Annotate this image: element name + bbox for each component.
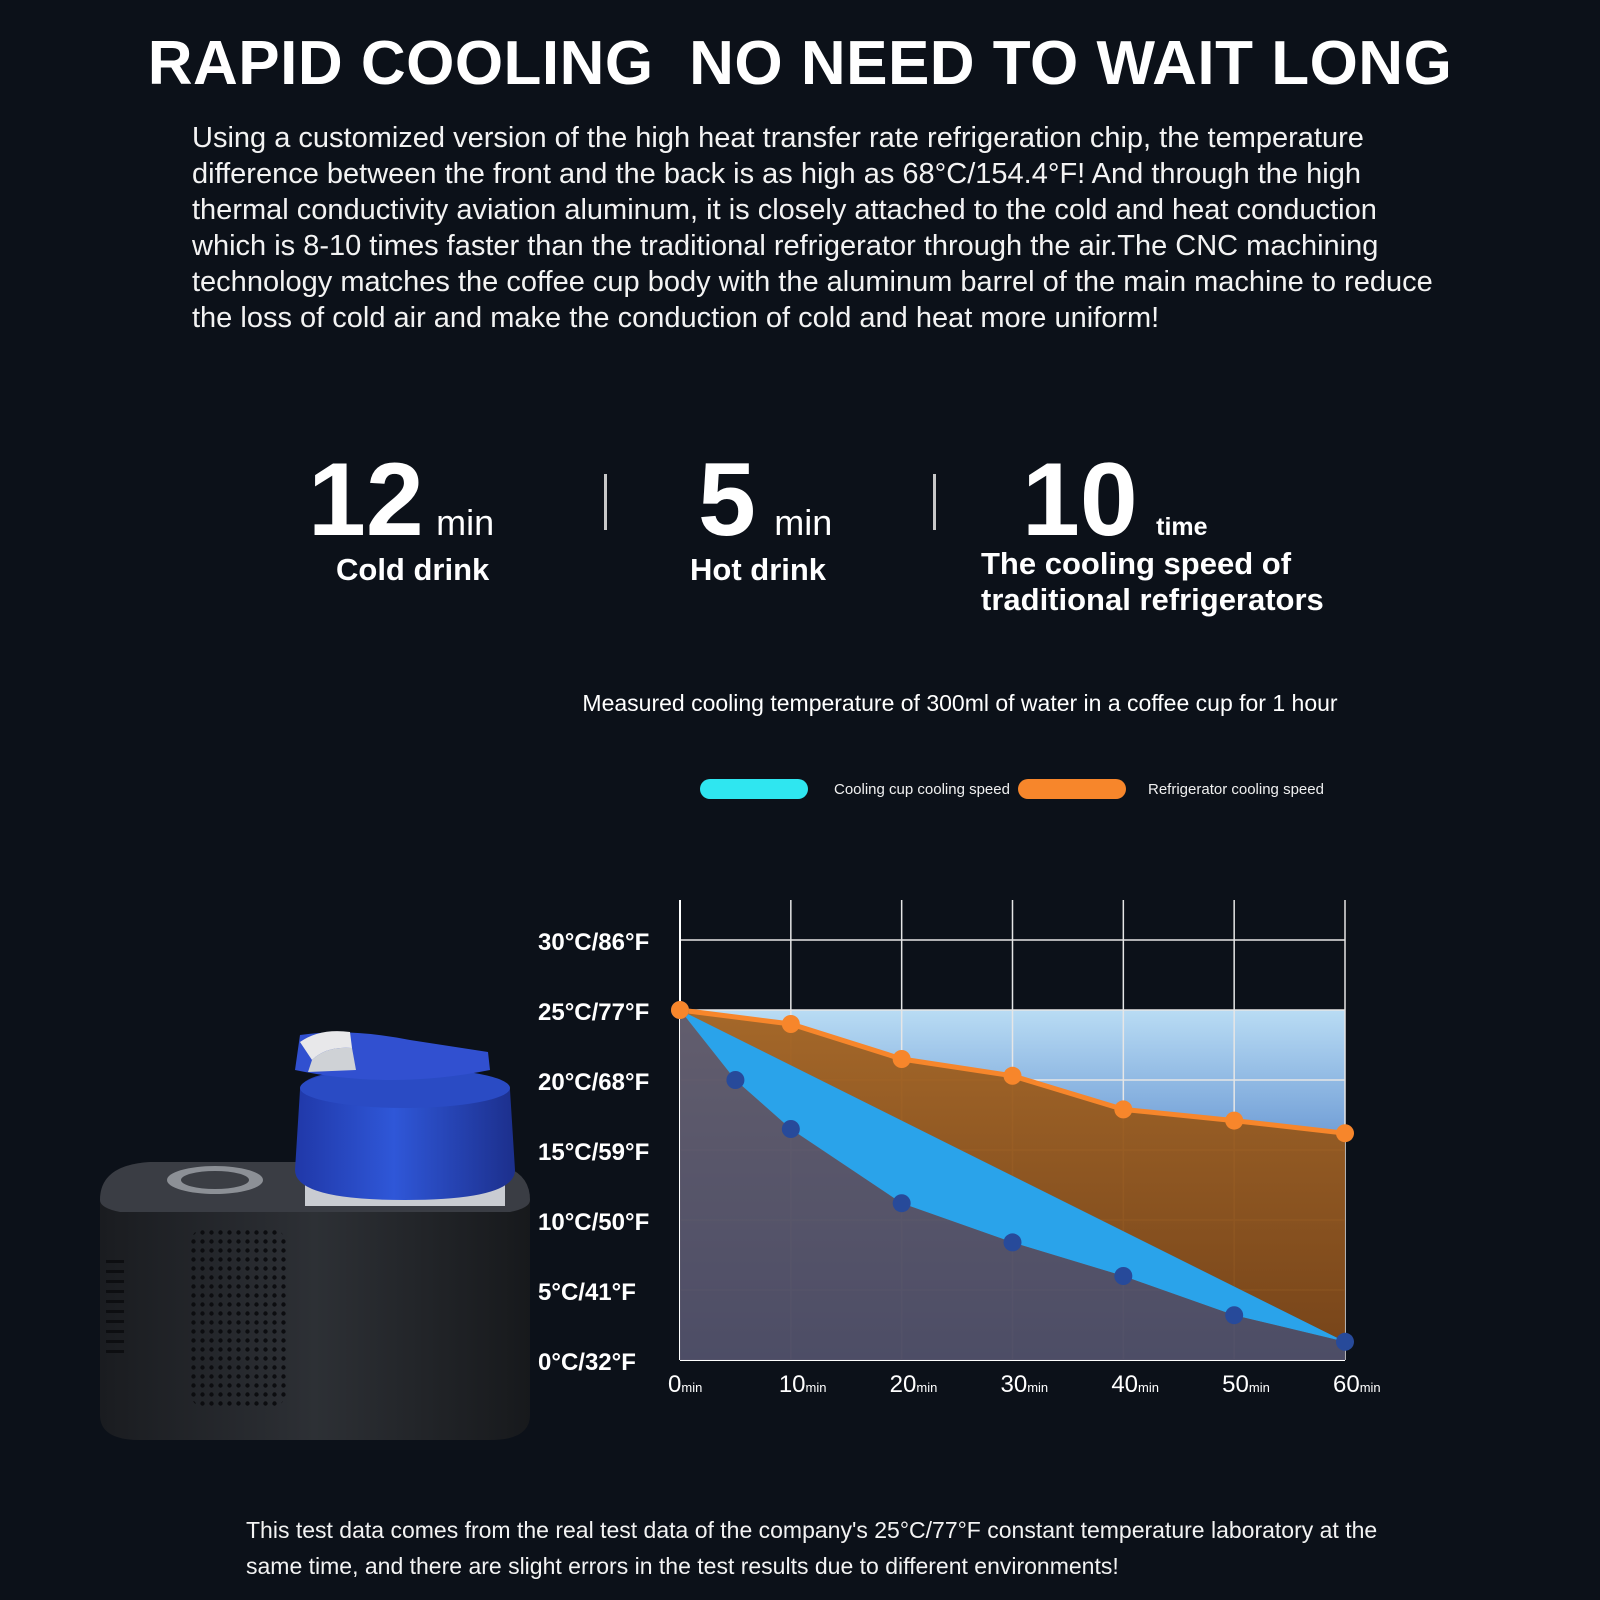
- y-tick-label: 5°C/41°F: [538, 1279, 636, 1306]
- y-tick-label: 0°C/32°F: [538, 1349, 636, 1376]
- footnote: This test data comes from the real test …: [246, 1517, 1378, 1579]
- stat-cold-drink: 12 min: [308, 448, 494, 552]
- stat-unit: min: [774, 502, 833, 543]
- stat-label: The cooling speed of: [981, 546, 1292, 581]
- stat-number: 12: [308, 442, 424, 558]
- legend-label: Refrigerator cooling speed: [1148, 781, 1324, 798]
- x-tick-label: 40min: [1111, 1371, 1159, 1398]
- data-point-cooling-cup: [1336, 1332, 1354, 1351]
- intro-paragraph: Using a customized version of the high h…: [192, 122, 1433, 334]
- y-tick-label: 15°C/59°F: [538, 1139, 649, 1166]
- y-tick-label: 30°C/86°F: [538, 929, 649, 956]
- stat-label: Hot drink: [690, 552, 827, 587]
- headline: RAPID COOLING NO NEED TO WAIT LONG: [147, 29, 1453, 98]
- product-image: [100, 1031, 530, 1440]
- x-tick-label: 10min: [779, 1371, 827, 1398]
- y-tick-label: 25°C/77°F: [538, 999, 649, 1026]
- data-point-cooling-cup: [726, 1071, 745, 1089]
- stat-label: Cold drink: [336, 552, 490, 587]
- legend-swatch-refrigerator: [1018, 779, 1126, 799]
- stat-hot-drink: 5 min: [698, 448, 832, 552]
- y-tick-label: 10°C/50°F: [538, 1209, 649, 1236]
- data-point-refrigerator: [1003, 1066, 1022, 1085]
- x-tick-label: 60min: [1333, 1371, 1381, 1398]
- data-point-refrigerator: [892, 1050, 911, 1068]
- data-point-cooling-cup: [1003, 1233, 1022, 1252]
- x-tick-label: 20min: [890, 1371, 938, 1398]
- data-point-refrigerator: [1225, 1111, 1244, 1130]
- stat-unit: time: [1156, 513, 1208, 541]
- stat-number: 5: [698, 442, 756, 558]
- stat-divider: [933, 474, 936, 530]
- chart-plot: 0°C/32°F 5°C/41°F 10°C/50°F 15°C/59°F 20°C/6…: [538, 900, 1381, 1398]
- data-point-cooling-cup: [1225, 1306, 1244, 1325]
- area-below-cooling-cup: [680, 1010, 1345, 1360]
- data-point-cooling-cup: [1114, 1267, 1133, 1285]
- legend-swatch-cooling-cup: [700, 779, 808, 799]
- x-tick-label: 0min: [668, 1371, 702, 1398]
- data-point-refrigerator: [781, 1015, 800, 1033]
- data-point-cooling-cup: [781, 1120, 800, 1138]
- stat-label: traditional refrigerators: [981, 582, 1324, 617]
- stat-divider: [604, 474, 607, 530]
- x-tick-label: 30min: [1001, 1371, 1049, 1398]
- stat-unit: min: [436, 502, 495, 543]
- x-tick-label: 50min: [1222, 1371, 1270, 1398]
- y-tick-label: 20°C/68°F: [538, 1069, 649, 1096]
- stat-cooling-speed: 10 time: [1022, 448, 1208, 552]
- data-point-cooling-cup: [892, 1194, 911, 1213]
- stat-number: 10: [1022, 442, 1138, 558]
- data-point-refrigerator: [1336, 1124, 1354, 1143]
- data-point-refrigerator: [1114, 1100, 1133, 1119]
- chart-title: Measured cooling temperature of 300ml of…: [582, 690, 1338, 716]
- data-point-refrigerator: [671, 1001, 689, 1019]
- legend-label: Cooling cup cooling speed: [834, 781, 1010, 798]
